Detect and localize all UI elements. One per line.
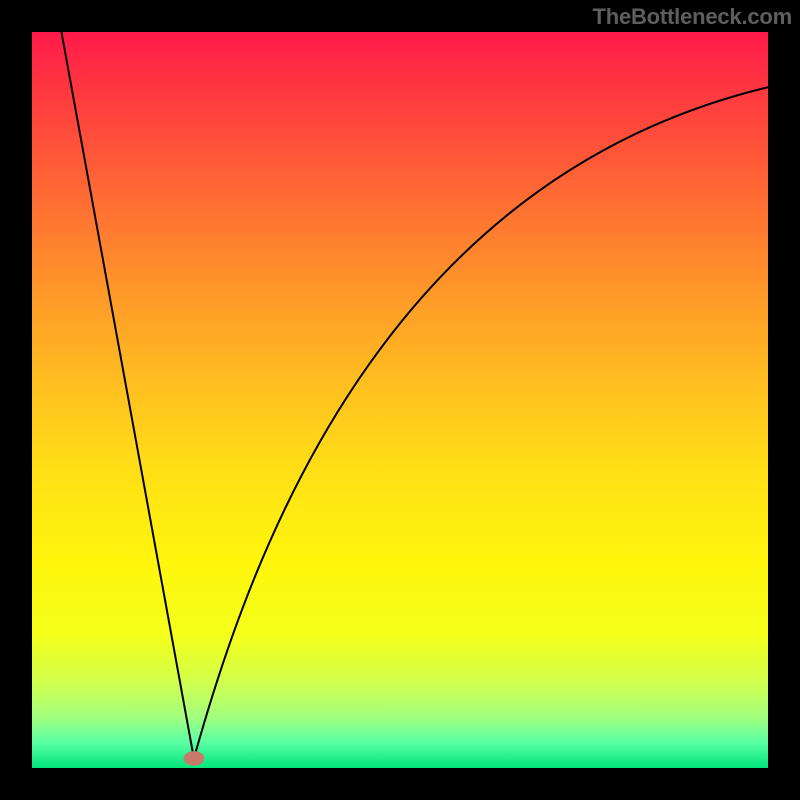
watermark-text: TheBottleneck.com [592, 4, 792, 30]
plot-area [32, 32, 768, 768]
gradient-background [32, 32, 768, 768]
optimal-marker [184, 751, 205, 766]
plot-svg [32, 32, 768, 768]
outer-frame: TheBottleneck.com [0, 0, 800, 800]
